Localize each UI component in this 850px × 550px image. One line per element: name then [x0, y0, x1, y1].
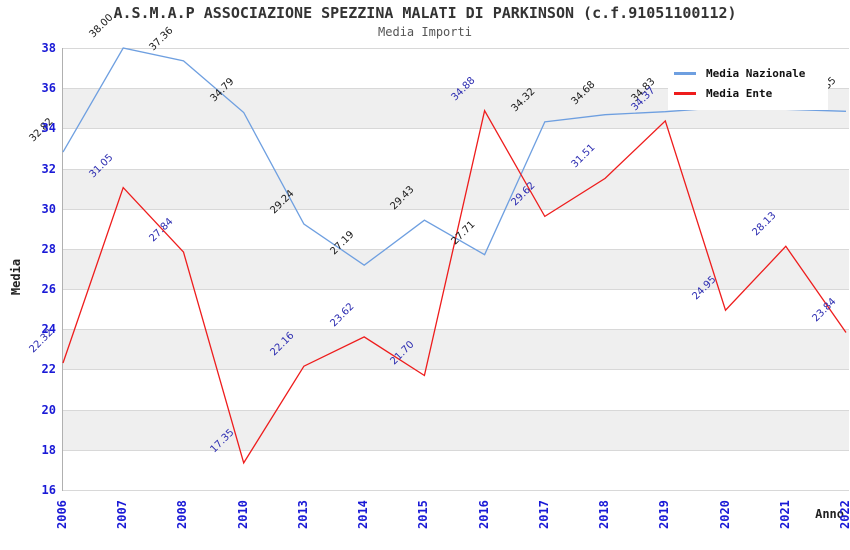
x-tick-label: 2020	[717, 500, 732, 529]
grid-band	[63, 329, 849, 370]
chart-lines	[62, 47, 847, 465]
grid-line	[63, 449, 849, 451]
x-tick-label: 2010	[235, 500, 250, 529]
x-tick-label: 2022	[838, 500, 850, 529]
x-tick-label: 2013	[295, 500, 310, 529]
legend-swatch-ente-icon	[674, 91, 696, 95]
legend-swatch-nazionale-icon	[674, 71, 696, 75]
y-tick-label: 18	[41, 442, 56, 457]
chart-subtitle: Media Importi	[378, 25, 472, 39]
x-tick-label: 2008	[175, 500, 190, 529]
x-tick-label: 2007	[115, 500, 130, 529]
y-tick-label: 22	[41, 362, 56, 377]
x-tick-label: 2017	[536, 500, 551, 529]
grid-line	[63, 409, 849, 411]
grid-band	[63, 168, 849, 209]
y-tick-label: 16	[41, 483, 56, 497]
y-tick-label: 24	[41, 322, 56, 337]
grid-line	[63, 369, 849, 371]
y-tick-label: 36	[41, 81, 56, 96]
y-tick-label: 28	[41, 241, 56, 256]
x-tick-label: 2019	[657, 500, 672, 529]
y-tick-label: 26	[41, 282, 56, 297]
x-tick-label: 2021	[777, 500, 792, 529]
y-tick-label: 20	[41, 402, 56, 417]
x-tick-label: 2014	[356, 500, 371, 529]
plot-area: 32.82 38.00 37.36 34.79 29.24 27.19 29.43 27.71…	[28, 12, 849, 491]
x-axis-title: Anno	[815, 507, 844, 521]
x-tick-label: 2015	[416, 500, 431, 529]
y-tick-label: 34	[41, 121, 56, 136]
grid-band	[63, 409, 849, 450]
y-axis-title: Media	[9, 258, 23, 296]
grid-line	[63, 88, 849, 90]
y-tick-label: 32	[41, 161, 56, 176]
grid-line	[63, 208, 849, 210]
grid-line	[63, 248, 849, 250]
x-tick-label: 2018	[597, 500, 612, 529]
x-tick-label: 2006	[55, 500, 69, 529]
grid-line	[63, 48, 849, 49]
grid-line	[63, 490, 849, 491]
legend-label-nazionale: Media Nazionale	[706, 66, 806, 80]
y-tick-label: 30	[41, 201, 56, 216]
grid-band	[63, 248, 849, 290]
x-tick-label: 2016	[476, 500, 491, 529]
chart-title: A.S.M.A.P ASSOCIAZIONE SPEZZINA MALATI D…	[113, 4, 737, 22]
grid-line	[63, 329, 849, 331]
legend-item-media-ente: Media Ente	[674, 83, 822, 103]
grid-line	[63, 128, 849, 130]
series-line-media-ente	[62, 108, 847, 465]
grid-line	[63, 168, 849, 170]
legend-label-ente: Media Ente	[706, 86, 773, 100]
legend: Media Nazionale Media Ente	[668, 56, 828, 110]
legend-item-media-nazionale: Media Nazionale	[674, 63, 822, 83]
y-tick-label: 38	[41, 41, 56, 55]
grid-line	[63, 289, 849, 291]
